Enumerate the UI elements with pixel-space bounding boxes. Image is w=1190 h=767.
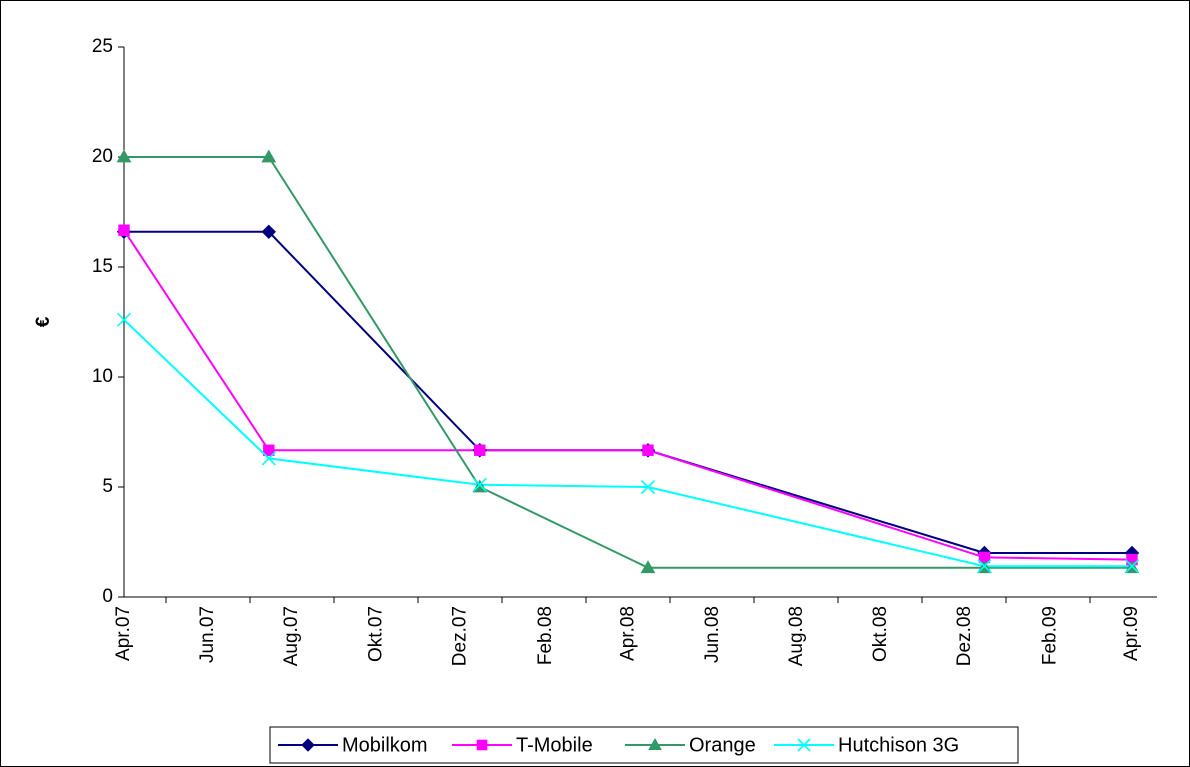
data-point-x [116, 312, 132, 327]
data-point-x [261, 451, 276, 466]
data-point-triangle [116, 149, 132, 163]
data-point-square [476, 739, 488, 751]
series-line-mobilkom [124, 230, 1132, 554]
y-tick-label: 10 [92, 366, 113, 387]
data-point-x [977, 559, 992, 574]
data-point-x [640, 479, 656, 495]
data-point-diamond [301, 738, 315, 752]
x-tick-label: Apr.08 [618, 606, 639, 661]
y-tick-label: 0 [102, 586, 113, 607]
legend-label: Mobilkom [342, 734, 428, 756]
legend-label: T-Mobile [516, 734, 593, 756]
y-tick-label: 15 [92, 256, 113, 277]
x-tick-label: Jun.08 [702, 606, 723, 663]
series-line-t-mobile [123, 229, 1133, 561]
x-tick-label: Okt.08 [870, 606, 891, 662]
data-point-triangle [640, 560, 656, 574]
x-tick-label: Dez.08 [954, 606, 975, 666]
x-tick-label: Aug.07 [281, 606, 302, 666]
data-point-square [263, 444, 275, 456]
y-tick-label: 25 [92, 36, 113, 57]
data-point-square [118, 224, 130, 236]
legend-label: Orange [689, 734, 756, 756]
data-point-x [1124, 559, 1140, 574]
x-tick-label: Feb.09 [1040, 606, 1061, 665]
y-axis-label: € [33, 316, 54, 327]
series-line-hutchison-3g [123, 319, 1132, 568]
x-tick-label: Feb.08 [535, 606, 556, 665]
x-tick-label: Aug.08 [786, 606, 807, 666]
data-point-triangle [261, 149, 277, 163]
data-point-triangle [648, 737, 662, 750]
x-tick-label: Dez.07 [449, 606, 470, 666]
data-point-square [642, 444, 654, 456]
y-tick-label: 20 [92, 146, 113, 167]
legend-label: Hutchison 3G [838, 734, 959, 756]
legend: Mobilkom T-Mobile Orange Hutchison 3G [269, 726, 1019, 764]
data-point-x [472, 477, 487, 492]
data-point-square [474, 444, 486, 456]
x-tick-label: Okt.07 [365, 606, 386, 662]
y-tick-label: 5 [102, 476, 113, 497]
x-tick-label: Apr.07 [113, 606, 134, 661]
data-point-x [797, 738, 811, 752]
data-point-diamond [261, 224, 276, 240]
x-tick-label: Apr.09 [1121, 606, 1142, 661]
x-tick-label: Jun.07 [197, 606, 218, 663]
series-line-orange [124, 156, 1132, 569]
plot-area: 0 5 10 15 20 25 Apr.07 Jun.07 Aug.07 Okt.07 Dez.0… [92, 36, 1157, 666]
